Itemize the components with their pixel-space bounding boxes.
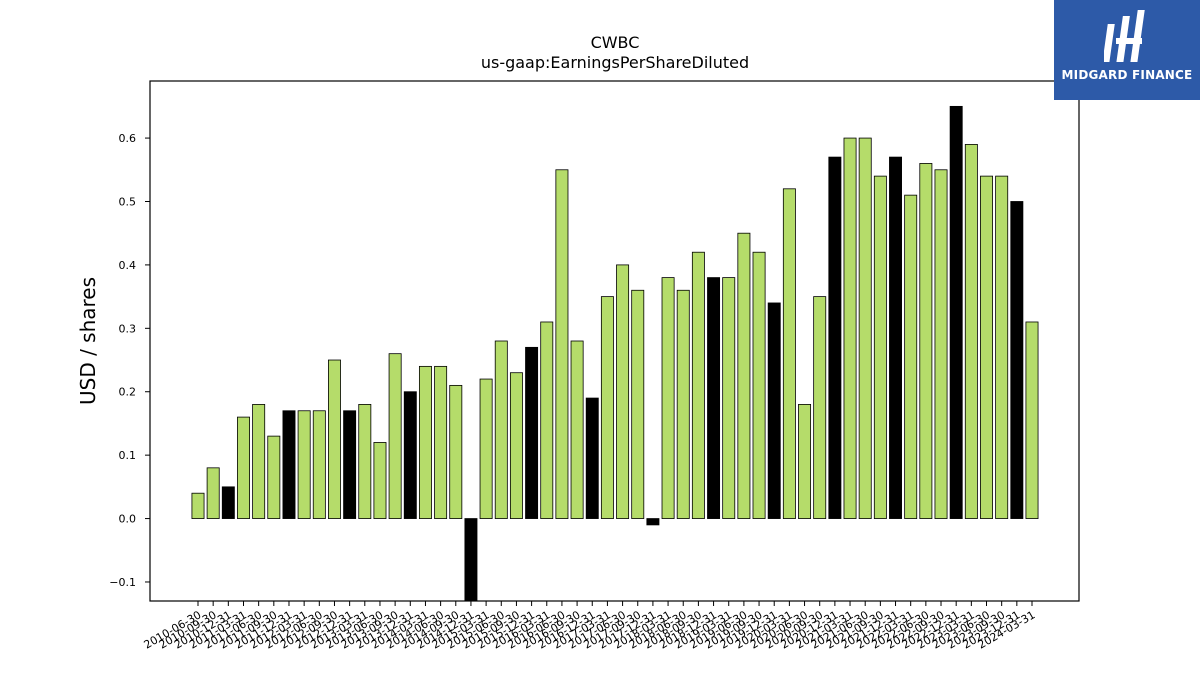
bar-2012-12-31 <box>343 410 357 519</box>
bar-2016-03-31 <box>540 321 554 519</box>
bar-2022-12-31 <box>949 105 963 519</box>
bar-2019-12-31 <box>767 302 781 519</box>
y-tick-label: −0.1 <box>109 576 136 589</box>
logo-text: MIDGARD FINANCE <box>1061 68 1193 82</box>
plot-frame <box>149 80 1080 602</box>
chart-title: CWBC <box>591 33 640 52</box>
bar-2020-12-31 <box>828 156 842 519</box>
y-tick-label: 0.5 <box>119 195 137 208</box>
bar-2015-03-31 <box>479 378 493 519</box>
bar-2012-09-30 <box>328 359 341 519</box>
brand-logo: MIDGARD FINANCE <box>1054 0 1200 100</box>
bar-2022-09-30 <box>934 169 948 519</box>
chart-subtitle: us-gaap:EarningsPerShareDiluted <box>481 53 749 72</box>
bar-2021-09-30 <box>873 175 887 519</box>
y-tick-label: 0.4 <box>119 259 137 272</box>
y-tick-label: 0.3 <box>119 322 137 335</box>
bar-2012-03-31 <box>297 410 311 519</box>
bar-2014-06-30 <box>434 365 448 519</box>
bar-2022-06-30 <box>919 163 933 519</box>
bar-2021-03-31 <box>843 137 857 519</box>
bar-2015-12-31 <box>525 346 539 519</box>
bar-2010-06-30 <box>191 492 205 519</box>
bar-2010-12-31 <box>221 486 235 519</box>
bar-2018-09-30 <box>691 251 705 519</box>
bar-2021-06-30 <box>858 137 872 519</box>
bar-2019-06-30 <box>737 232 751 519</box>
bar-2015-09-30 <box>509 372 523 519</box>
bar-2011-09-30 <box>267 435 281 519</box>
bar-2024-03-31 <box>1025 321 1039 519</box>
y-axis-label: USD / shares <box>76 277 100 405</box>
bar-2016-12-31 <box>585 397 599 519</box>
y-tick-label: 0.0 <box>119 513 137 526</box>
bar-2013-09-30 <box>388 353 402 519</box>
bar-2023-06-30 <box>980 175 993 519</box>
bar-2020-03-31 <box>782 188 796 519</box>
bar-2017-12-31 <box>646 518 660 526</box>
bar-2017-06-30 <box>616 264 630 519</box>
midgard-logo-icon <box>1104 10 1145 62</box>
bar-2021-12-31 <box>889 156 902 519</box>
bar-2016-09-30 <box>570 340 584 519</box>
bar-2018-03-31 <box>661 277 675 519</box>
bar-2011-06-30 <box>252 404 266 519</box>
bar-2014-12-31 <box>464 518 478 602</box>
bar-2023-12-31 <box>1010 201 1024 519</box>
bar-2020-06-30 <box>798 404 812 519</box>
bar-2010-09-30 <box>206 467 220 519</box>
y-axis-ticks: −0.1 0.0 0.1 0.2 0.3 0.4 0.5 0.6 <box>109 132 150 589</box>
bar-2023-09-30 <box>995 175 1009 519</box>
bar-2013-06-30 <box>373 442 387 519</box>
bar-2013-03-31 <box>358 404 372 519</box>
bar-2018-06-30 <box>676 289 690 519</box>
bar-2019-09-30 <box>752 251 766 519</box>
bar-2022-03-31 <box>904 194 918 519</box>
bar-2017-03-31 <box>600 296 614 519</box>
bar-2013-12-31 <box>403 391 417 519</box>
bar-2023-03-31 <box>964 144 978 519</box>
bar-2011-03-31 <box>237 416 250 519</box>
bar-2017-09-30 <box>631 289 645 519</box>
y-tick-label: 0.6 <box>119 132 137 145</box>
y-tick-label: 0.2 <box>119 386 137 399</box>
bar-2018-12-31 <box>707 277 721 519</box>
bar-2016-06-30 <box>555 169 569 519</box>
x-axis-ticks: 2010-06-302010-09-302010-12-312011-03-31… <box>142 601 1038 652</box>
bar-2019-03-31 <box>722 277 736 519</box>
bar-2011-12-31 <box>282 410 296 519</box>
bars-group <box>191 105 1039 602</box>
bar-2014-03-31 <box>418 365 432 519</box>
y-tick-label: 0.1 <box>119 449 137 462</box>
bar-2015-06-30 <box>494 340 508 519</box>
bar-2020-09-30 <box>813 296 827 519</box>
bar-2014-09-30 <box>449 384 463 519</box>
bar-2012-06-30 <box>312 410 326 519</box>
